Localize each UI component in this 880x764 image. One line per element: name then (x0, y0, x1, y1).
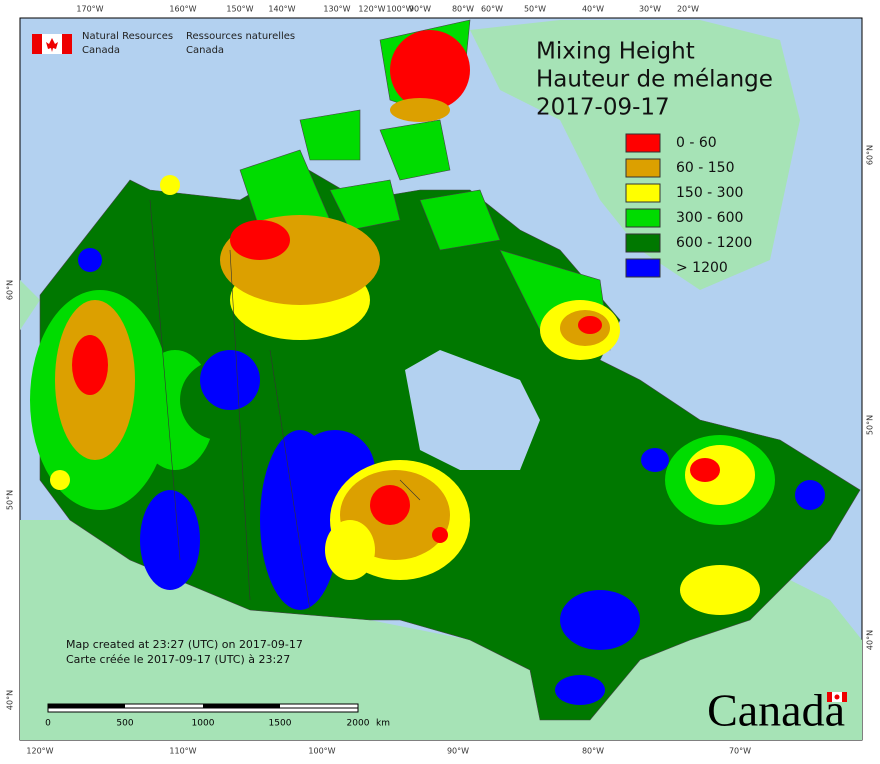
graticule-label: 30°W (639, 5, 661, 14)
hazard-zone (641, 448, 669, 472)
legend-label: 300 - 600 (676, 210, 743, 226)
hazard-zone (160, 175, 180, 195)
scale-label: 500 (116, 719, 133, 729)
hazard-zone (432, 527, 448, 543)
greenland (470, 20, 800, 290)
scale-label: 1000 (192, 719, 215, 729)
title: Mixing Height (536, 39, 695, 65)
scale-label: 0 (45, 719, 51, 729)
maple-leaf (46, 38, 58, 52)
graticule-label: 120°W (358, 5, 385, 14)
graticule-label: 60°N (866, 145, 875, 165)
legend-swatch (625, 233, 661, 253)
agency-en: Canada (82, 45, 120, 56)
graticule-label: 160°W (169, 5, 196, 14)
graticule-label: 40°W (582, 5, 604, 14)
wordmark-leaf (834, 694, 840, 700)
legend-swatch (625, 208, 661, 228)
note: Carte créée le 2017-09-17 (UTC) à 23:27 (66, 653, 290, 666)
hudson-bay (405, 350, 540, 470)
legend-label: 60 - 150 (676, 160, 735, 176)
graticule-label: 80°W (452, 5, 474, 14)
graticule-label: 110°W (169, 747, 196, 756)
graticule-label: 120°W (26, 747, 53, 756)
graticule-label: 90°W (409, 5, 431, 14)
agency-en: Natural Resources (82, 31, 173, 42)
hazard-zone (72, 335, 108, 395)
graticule-label: 50°N (6, 490, 15, 510)
hazard-zone (560, 590, 640, 650)
hazard-zone (390, 98, 450, 122)
graticule-label: 70°W (729, 747, 751, 756)
note: Map created at 23:27 (UTC) on 2017-09-17 (66, 638, 303, 651)
graticule-label: 170°W (76, 5, 103, 14)
boundaries (149, 199, 421, 611)
legend-label: > 1200 (676, 260, 728, 276)
hazard-zone (390, 30, 470, 110)
agency-fr: Ressources naturelles (186, 31, 295, 42)
hazard-zone (578, 316, 602, 334)
legend-label: 0 - 60 (676, 135, 717, 151)
title-date: 2017-09-17 (536, 95, 670, 121)
graticule-label: 90°W (447, 747, 469, 756)
wordmark: Canada (707, 685, 845, 736)
hazard-zone (795, 480, 825, 510)
hazard-zone (50, 470, 70, 490)
legend-swatch (625, 133, 661, 153)
graticule-label: 100°W (386, 5, 413, 14)
graticule-label: 50°W (524, 5, 546, 14)
hazard-zone (370, 485, 410, 525)
scale-label: 1500 (269, 719, 292, 729)
graticule-label: 130°W (323, 5, 350, 14)
wordmark-flag (842, 692, 847, 702)
agency-fr: Canada (186, 45, 224, 56)
hazard-zone (140, 490, 200, 590)
legend-label: 600 - 1200 (676, 235, 752, 251)
hazard-zone (230, 220, 290, 260)
legend-label: 150 - 300 (676, 185, 743, 201)
graticule-label: 60°N (6, 280, 15, 300)
hazard-zone (78, 248, 102, 272)
graticule-label: 20°W (677, 5, 699, 14)
hazard-zone (200, 350, 260, 410)
flag-right (62, 34, 72, 54)
us-land (20, 280, 862, 740)
title: Hauteur de mélange (536, 67, 773, 93)
graticule-label: 140°W (268, 5, 295, 14)
graticule-label: 150°W (226, 5, 253, 14)
scale-unit: km (376, 719, 390, 729)
hazard-zone (690, 458, 720, 482)
graticule-label: 40°N (866, 630, 875, 650)
graticule-label: 40°N (6, 690, 15, 710)
graticule-label: 50°N (866, 415, 875, 435)
wordmark-flag (827, 692, 832, 702)
hazard-zone (555, 675, 605, 705)
scale-segment (48, 704, 125, 708)
graticule-label: 60°W (481, 5, 503, 14)
scale-label: 2000 (347, 719, 370, 729)
hazard-zone (325, 520, 375, 580)
legend-swatch (625, 258, 661, 278)
flag-left (32, 34, 42, 54)
hazard-zone (680, 565, 760, 615)
graticule-label: 80°W (582, 747, 604, 756)
legend-swatch (625, 183, 661, 203)
graticule-label: 100°W (308, 747, 335, 756)
scale-segment (203, 704, 280, 708)
legend-swatch (625, 158, 661, 178)
